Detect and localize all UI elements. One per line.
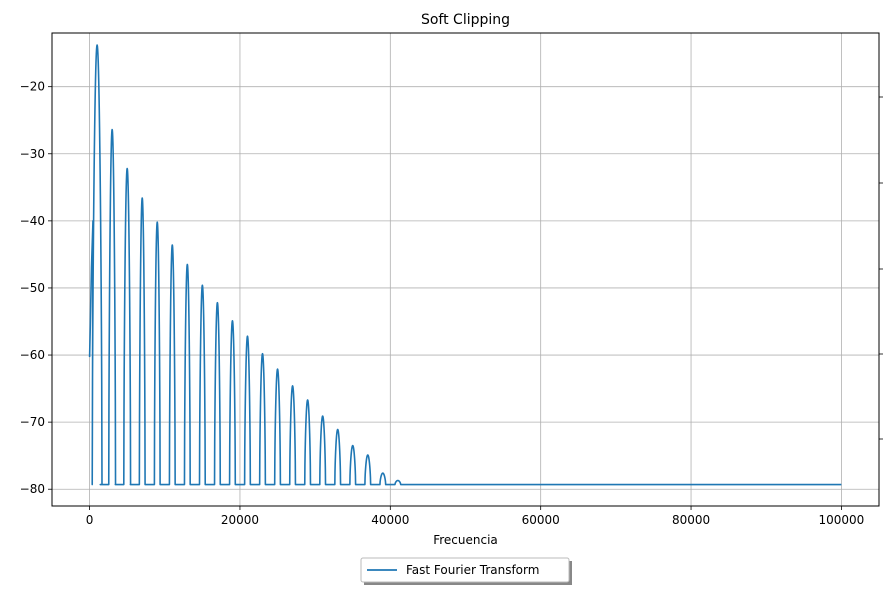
y-tick-label: −60: [20, 348, 45, 362]
y-tick-label: −30: [20, 147, 45, 161]
legend-box: [360, 557, 570, 583]
chart-title: Soft Clipping: [421, 12, 510, 28]
y-tick-label: −50: [20, 281, 45, 295]
x-tick-label: 80000: [672, 513, 710, 527]
y-tick-label: −80: [20, 482, 45, 496]
axes-frame: [51, 32, 880, 507]
x-tick-label: 0: [86, 513, 94, 527]
x-tick-label: 20000: [221, 513, 259, 527]
axis-ticks: 0 20000 40000 60000 80000 100000 −80 −70 −60 −50 −…: [20, 80, 865, 527]
x-tick-label: 100000: [819, 513, 865, 527]
x-tick-label: 40000: [371, 513, 409, 527]
legend-entry-label: Fast Fourier Transform: [406, 563, 539, 577]
y-tick-label: −70: [20, 415, 45, 429]
grid: [52, 33, 879, 506]
plot-lines: [88, 44, 842, 486]
legend: Fast Fourier Transform: [360, 557, 572, 585]
right-axis-ticks: [879, 96, 883, 440]
x-axis-label: Frecuencia: [433, 533, 498, 547]
y-tick-label: −40: [20, 214, 45, 228]
x-tick-label: 60000: [522, 513, 560, 527]
y-tick-label: −20: [20, 80, 45, 94]
series-line-fft: [88, 44, 842, 486]
